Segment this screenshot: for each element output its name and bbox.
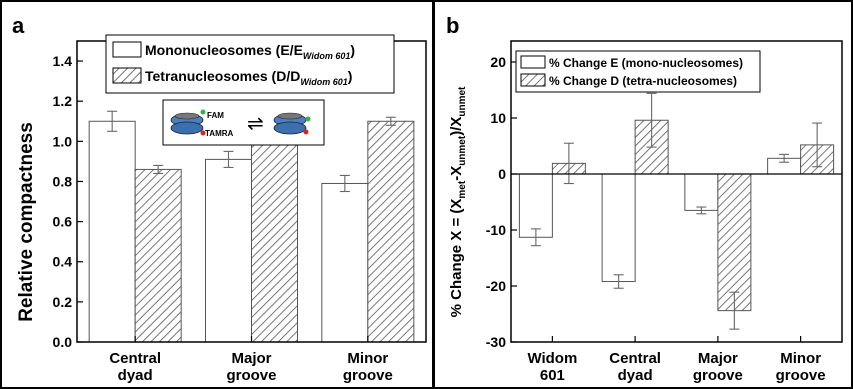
ytick-label: 0 (498, 166, 506, 182)
xtick-label: Minor (347, 350, 388, 367)
xtick-label: 601 (540, 367, 565, 384)
xtick-label: Major (231, 350, 271, 367)
ytick-label: 0.0 (53, 334, 73, 350)
nucleosome-open-icon (170, 109, 206, 136)
xtick-label: Minor (780, 350, 821, 367)
panel-a-bars (88, 110, 415, 343)
panel-b-bars (518, 92, 835, 330)
panel-b-label: b (446, 13, 459, 38)
bar-a-s0-c2 (321, 182, 369, 343)
xtick-label: Central (609, 350, 661, 367)
panel-b-xticks: Widom601CentraldyadMajorgrooveMinorgroov… (527, 336, 826, 384)
xtick-label: groove (343, 367, 393, 384)
bar-a-s1-c1 (251, 138, 298, 343)
ytick-label: 0.6 (53, 214, 73, 230)
legend-label-change-e: % Change E (mono-nucleosomes) (549, 56, 743, 70)
xtick-label: Major (698, 350, 738, 367)
xtick-label: dyad (118, 367, 153, 384)
legend-swatch-change-d (520, 73, 546, 87)
ytick-label: -30 (486, 334, 506, 350)
panel-b-plot-frame (510, 40, 843, 343)
bar-a-s0-c1 (205, 158, 252, 343)
bar-a-s1-c0 (134, 168, 182, 343)
panel-a-ylabel: Relative compactness (16, 122, 37, 322)
panel-b-legend: % Change E (mono-nucleosomes) % Change D… (515, 50, 761, 93)
ytick-label: 0.8 (53, 173, 73, 189)
bar-a-s0-c0 (88, 120, 136, 343)
nucleosome-compact-icon (273, 112, 311, 135)
xtick-label: Widom (527, 350, 577, 367)
panel-a-inset: FAM TAMRA ⇌ (162, 99, 325, 146)
panel-b-yticks: -30 -20 -10 0 10 20 (486, 54, 517, 350)
xtick-label: groove (693, 367, 743, 384)
ytick-label: -20 (486, 278, 506, 294)
equilibrium-arrow-icon: ⇌ (247, 113, 264, 135)
ytick-label: 0.4 (53, 254, 73, 270)
panel-b-frame (433, 0, 853, 389)
panel-a-yticks: 0.0 0.2 0.4 0.6 0.8 1.0 1.2 1.4 (53, 53, 83, 350)
panel-a-label: a (12, 13, 25, 38)
ytick-label: 0.2 (53, 294, 73, 310)
legend-label-change-d: % Change D (tetra-nucleosomes) (549, 74, 737, 88)
legend-label-mononucleosomes: Mononucleosomes (E/EWidom 601) (145, 42, 355, 61)
ytick-label: 1.4 (53, 53, 73, 69)
bar-a-s1-c2 (367, 120, 415, 343)
legend-label-tetranucleosomes: Tetranucleosomes (D/DWidom 601) (145, 68, 352, 87)
bar-b-s1-c2 (717, 173, 752, 312)
bar-b-s0-c2 (684, 173, 719, 211)
inset-tamra-label: TAMRA (205, 129, 234, 138)
panel-b-ylabel: % Change X = (Xmet-Xunmet)/Xunmet (448, 86, 468, 317)
xtick-label: dyad (618, 367, 653, 384)
ytick-label: 20 (490, 54, 506, 70)
xtick-label: groove (776, 367, 826, 384)
legend-swatch-change-e (520, 55, 546, 69)
xtick-label: Central (109, 350, 161, 367)
xtick-label: groove (226, 367, 276, 384)
inset-fam-label: FAM (207, 111, 224, 120)
bar-b-s0-c0 (518, 173, 553, 238)
ytick-label: -10 (486, 222, 506, 238)
legend-swatch-mononucleosomes (112, 41, 142, 58)
ytick-label: 1.0 (53, 133, 73, 149)
bar-b-s0-c1 (601, 173, 636, 283)
panel-a-legend: Mononucleosomes (E/EWidom 601) Tetranucl… (105, 34, 395, 94)
ytick-label: 10 (490, 110, 506, 126)
panel-a-legend-box (105, 34, 395, 94)
ytick-label: 1.2 (53, 93, 73, 109)
panel-b-legend-box (515, 50, 761, 93)
legend-swatch-tetranucleosomes (112, 67, 142, 84)
